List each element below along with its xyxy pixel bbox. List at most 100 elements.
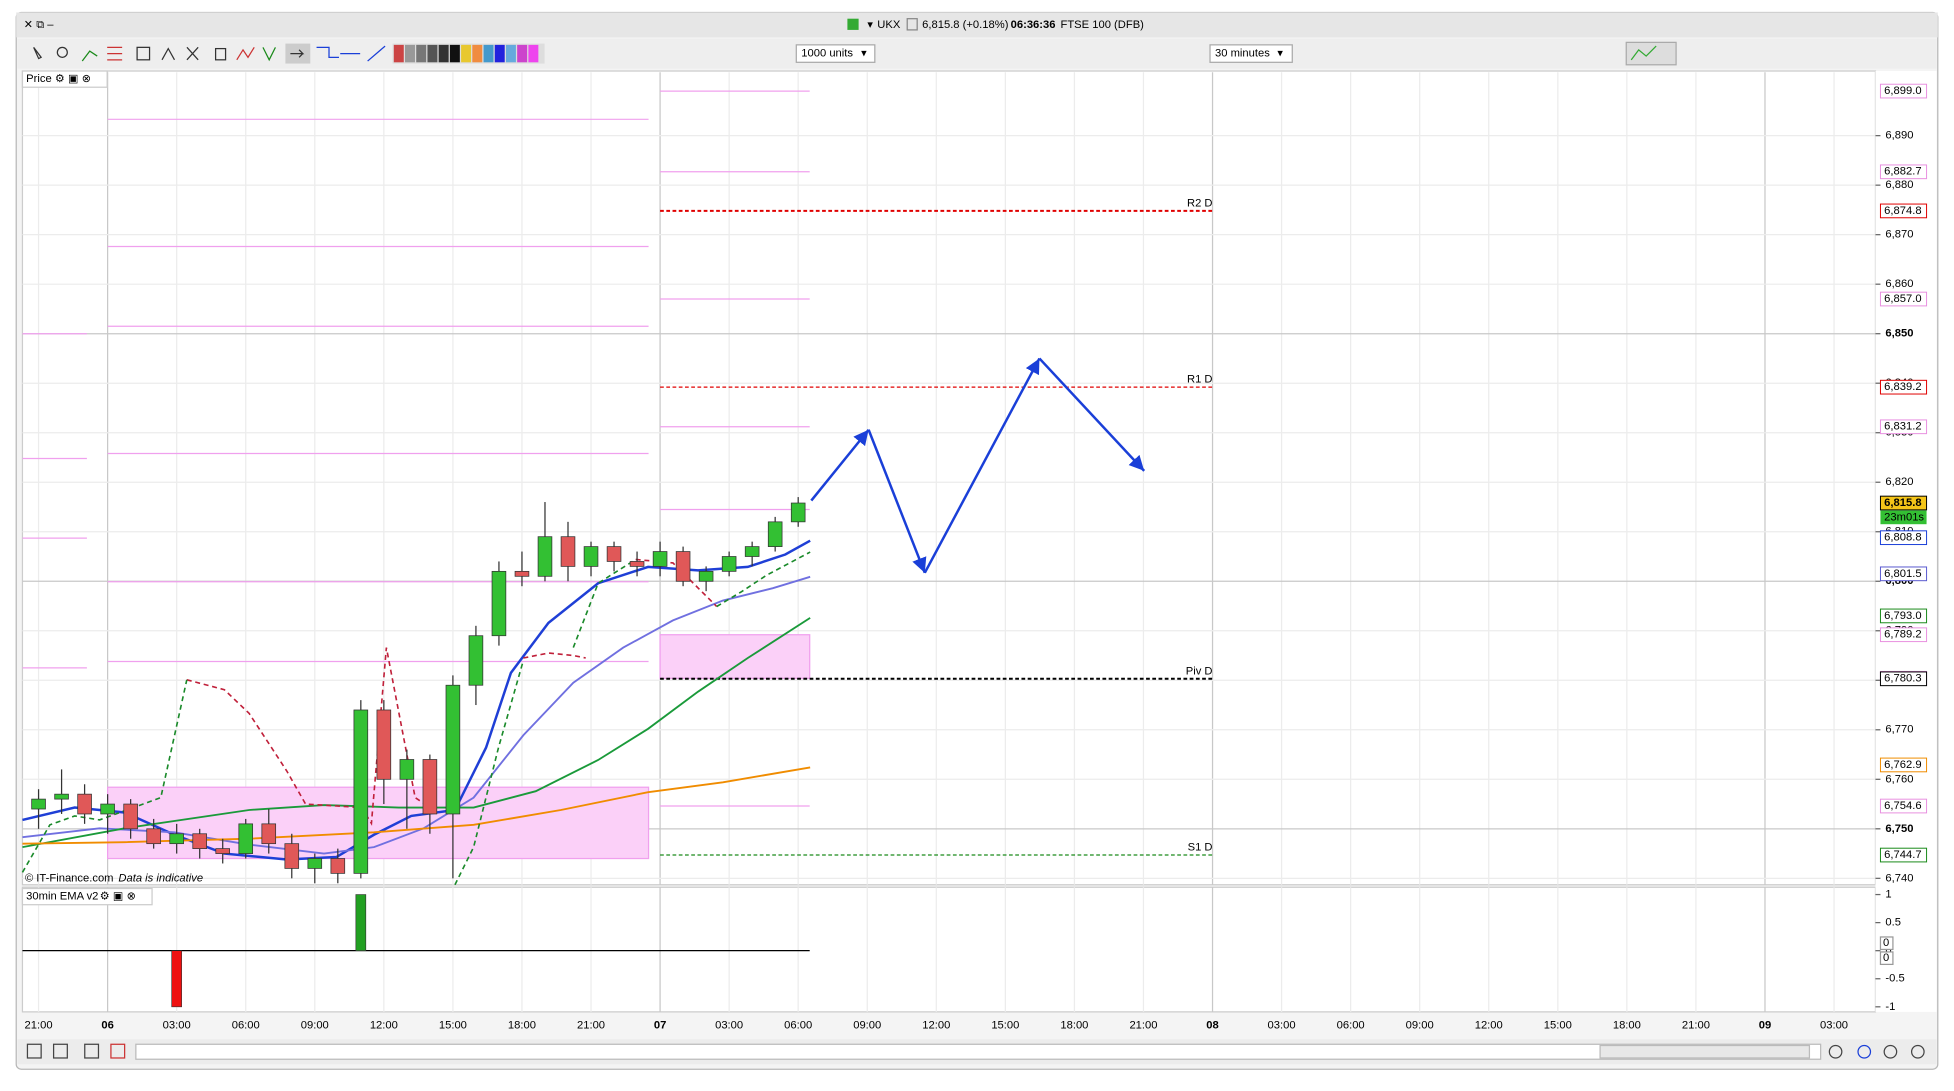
x-tick-label: 06:00 [1337, 1020, 1365, 1032]
price-marker-label: 6,839.2 [1884, 381, 1921, 393]
candle-body [307, 858, 323, 869]
price-marker-label: 6,874.8 [1884, 205, 1921, 217]
pattern-tool[interactable] [236, 47, 255, 61]
y-tick-label: 6,770 [1885, 724, 1913, 736]
live-price: 6,815.8 (+0.18%) [922, 19, 1009, 31]
x-tick-label: 21:00 [1129, 1020, 1157, 1032]
price-marker-label: 6,754.6 [1884, 800, 1921, 812]
chart-type-button[interactable] [1625, 41, 1677, 66]
nav-button[interactable] [52, 1043, 68, 1059]
forecast-segment [923, 357, 1041, 574]
candle-body [514, 570, 530, 577]
tools-tool[interactable] [186, 46, 199, 61]
y-tick-label: 6,880 [1885, 179, 1913, 191]
nav-button[interactable] [110, 1043, 126, 1059]
price-marker-label: 6,882.7 [1884, 166, 1921, 178]
candle-body [146, 828, 161, 845]
dropdown-arrow: ▾ [861, 48, 867, 60]
price-marker-label: 6,762.9 [1884, 759, 1921, 771]
price-marker-label: 6,789.2 [1884, 629, 1921, 641]
chart-icon [847, 18, 859, 30]
nav-button[interactable] [26, 1043, 42, 1059]
price-marker [1879, 566, 1928, 582]
x-tick-label: 18:00 [1060, 1020, 1088, 1032]
dropdown-arrow[interactable]: ▾ [867, 19, 873, 31]
indicator-value-box [1879, 936, 1894, 951]
zoom-fit-button[interactable] [1857, 1044, 1872, 1059]
zoom-out-button[interactable] [1883, 1044, 1898, 1059]
indicator-label: 30min EMA v2 [26, 891, 98, 903]
price-marker-label: 6,815.8 [1884, 497, 1921, 509]
pivot-label: Piv D [1186, 665, 1213, 677]
candle-body [123, 803, 138, 830]
indicator-tab [21, 887, 153, 906]
close-button[interactable]: ✕ ⧉ – [24, 19, 55, 31]
candle-body [583, 546, 599, 567]
price-marker [1879, 379, 1928, 395]
candle-body [744, 546, 760, 557]
price-marker [1879, 530, 1928, 546]
price-marker-label: 6,793.0 [1884, 610, 1921, 622]
scroll-thumb[interactable] [1599, 1044, 1811, 1059]
indicator-value: 0 [1883, 952, 1889, 964]
panel-buttons[interactable]: ⚙ ▣ ⊗ [100, 891, 136, 903]
indicator-value: 0 [1883, 937, 1889, 949]
instrument: FTSE 100 (DFB) [1060, 19, 1144, 31]
price-marker-label: 6,801.5 [1884, 568, 1921, 580]
ray-tool[interactable] [367, 45, 386, 62]
candle-body [330, 858, 346, 874]
price-panel [21, 70, 1877, 886]
candle-body [721, 556, 737, 572]
pointer-tool[interactable] [33, 46, 43, 60]
zoom-tool[interactable] [56, 46, 68, 58]
x-tick-label: 21:00 [577, 1020, 605, 1032]
units-dropdown[interactable] [795, 44, 876, 63]
y-tick-label: -0.5 [1885, 973, 1904, 985]
candle-body [77, 793, 92, 815]
candle-body [468, 635, 484, 686]
x-tick-label: 08 [1206, 1020, 1218, 1032]
indicator-value-box [1879, 951, 1894, 966]
pivot-label: R2 D [1187, 197, 1213, 209]
pattern-tool-2[interactable] [262, 47, 276, 62]
info-icon[interactable] [906, 18, 918, 31]
interval-dropdown[interactable] [1209, 44, 1293, 63]
nav-button[interactable] [84, 1043, 100, 1059]
price-marker [1879, 83, 1928, 99]
x-tick-label: 06:00 [784, 1020, 812, 1032]
x-tick-label: 21:00 [1682, 1020, 1710, 1032]
x-tick-label: 03:00 [1820, 1020, 1848, 1032]
scrollbar[interactable] [135, 1043, 1822, 1060]
x-tick-label: 09 [1759, 1020, 1771, 1032]
price-marker-label: 6,808.8 [1884, 532, 1921, 544]
x-tick-label: 18:00 [1613, 1020, 1641, 1032]
delete-tool[interactable] [214, 47, 227, 61]
y-tick-label: 6,760 [1885, 773, 1913, 785]
alert-tool[interactable] [161, 47, 176, 61]
candle-body [491, 570, 507, 637]
y-tick-label: 0 [1885, 945, 1891, 957]
x-tick-label: 18:00 [508, 1020, 536, 1032]
drawing-tools [33, 43, 386, 64]
zoom-in-button[interactable] [1910, 1044, 1925, 1059]
shape-tool[interactable] [316, 46, 339, 58]
candle-body [192, 833, 207, 849]
line-tool[interactable] [81, 50, 98, 62]
fib-tool[interactable] [107, 46, 123, 61]
moving-average [22, 766, 811, 845]
price-marker-label: 6,857.0 [1884, 293, 1921, 305]
panel-buttons[interactable]: ⚙ ▣ ⊗ [55, 73, 91, 85]
y-tick-label: 6,740 [1885, 872, 1913, 884]
price-marker [1879, 419, 1928, 435]
level-zone [659, 634, 811, 679]
price-marker [1879, 627, 1928, 643]
price-marker [1879, 671, 1928, 687]
y-tick-label: 1 [1885, 889, 1891, 901]
arrow-tool[interactable] [290, 49, 305, 58]
color-palette[interactable] [392, 43, 545, 64]
fit-button[interactable] [1828, 1044, 1843, 1059]
indicator-bar [171, 950, 182, 1008]
text-tool[interactable] [136, 46, 151, 61]
forecast-segment [1038, 357, 1146, 472]
candle-body [560, 536, 576, 567]
